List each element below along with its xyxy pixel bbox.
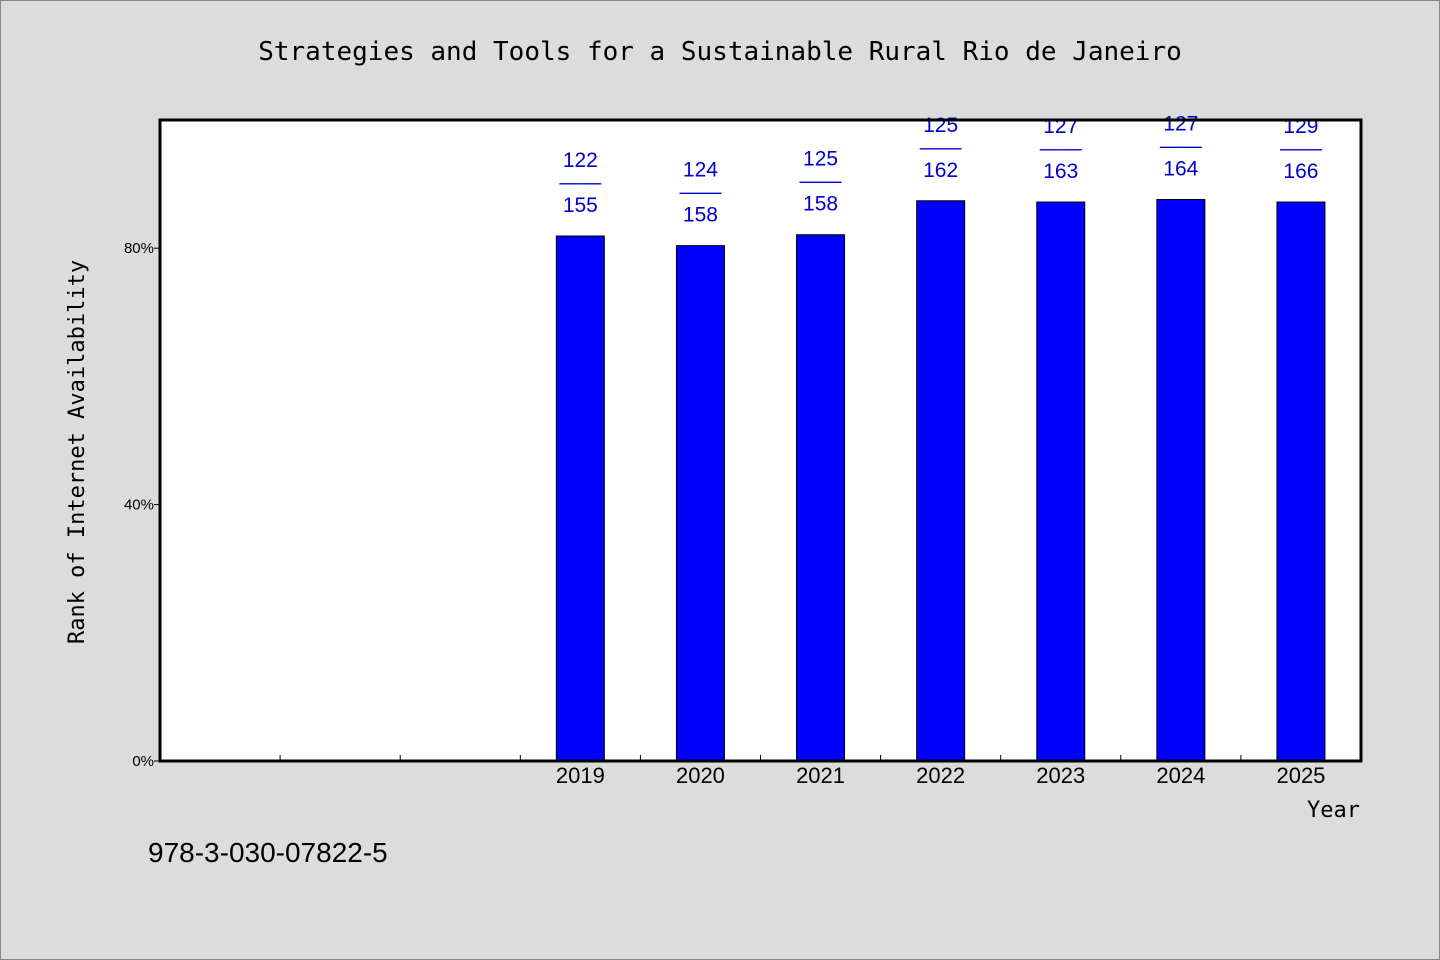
- data-label-separator: ——: [1160, 134, 1202, 157]
- bar: [675, 245, 725, 762]
- data-label-top: 127: [1163, 112, 1198, 135]
- y-axis-label: Rank of Internet Availability: [65, 260, 90, 644]
- data-label-bottom: 163: [1043, 160, 1078, 183]
- y-tick-label: 80%: [124, 240, 154, 257]
- x-category-label: 2025: [1276, 763, 1325, 788]
- bar: [1156, 198, 1206, 762]
- data-label-separator: ——: [1040, 137, 1082, 160]
- data-label-bottom: 166: [1283, 160, 1318, 183]
- footer-isbn: 978-3-030-07822-5: [148, 837, 388, 868]
- y-axis-ticks: 0% 40% 80%: [124, 240, 160, 770]
- data-label-bottom: 164: [1163, 157, 1198, 180]
- plot-border: [158, 118, 1363, 763]
- x-category-label: 2023: [1036, 763, 1085, 788]
- bar: [796, 234, 846, 762]
- bar: [1276, 201, 1326, 762]
- x-axis-label: Year: [1307, 798, 1360, 823]
- category-labels-group: 2019 2020 2021 2022 2023 2024 2025: [556, 763, 1326, 788]
- data-label-bottom: 158: [803, 193, 838, 216]
- x-category-label: 2020: [676, 763, 725, 788]
- data-label-bottom: 158: [683, 204, 718, 227]
- data-label-top: 124: [683, 159, 718, 182]
- data-label-top: 125: [803, 148, 838, 171]
- x-category-label: 2019: [556, 763, 605, 788]
- bar: [1036, 201, 1086, 762]
- data-label-bottom: 155: [563, 194, 598, 217]
- chart-title: Strategies and Tools for a Sustainable R…: [258, 37, 1182, 67]
- bar: [916, 200, 966, 762]
- bars-group: [555, 198, 1326, 762]
- y-tick-label: 40%: [124, 497, 154, 514]
- x-category-label: 2024: [1156, 763, 1205, 788]
- data-label-separator: ——: [679, 181, 721, 204]
- data-label-separator: ——: [800, 170, 842, 193]
- data-label-bottom: 162: [923, 159, 958, 182]
- data-label-top: 129: [1283, 115, 1318, 138]
- data-label-separator: ——: [1280, 137, 1322, 160]
- data-label-separator: ——: [559, 171, 601, 194]
- y-tick-label: 0%: [132, 753, 154, 770]
- data-label-top: 122: [563, 149, 598, 172]
- data-label-top: 125: [923, 114, 958, 137]
- x-category-label: 2021: [796, 763, 845, 788]
- bar: [555, 235, 605, 762]
- data-label-top: 127: [1043, 115, 1078, 138]
- x-category-label: 2022: [916, 763, 965, 788]
- data-label-separator: ——: [920, 136, 962, 159]
